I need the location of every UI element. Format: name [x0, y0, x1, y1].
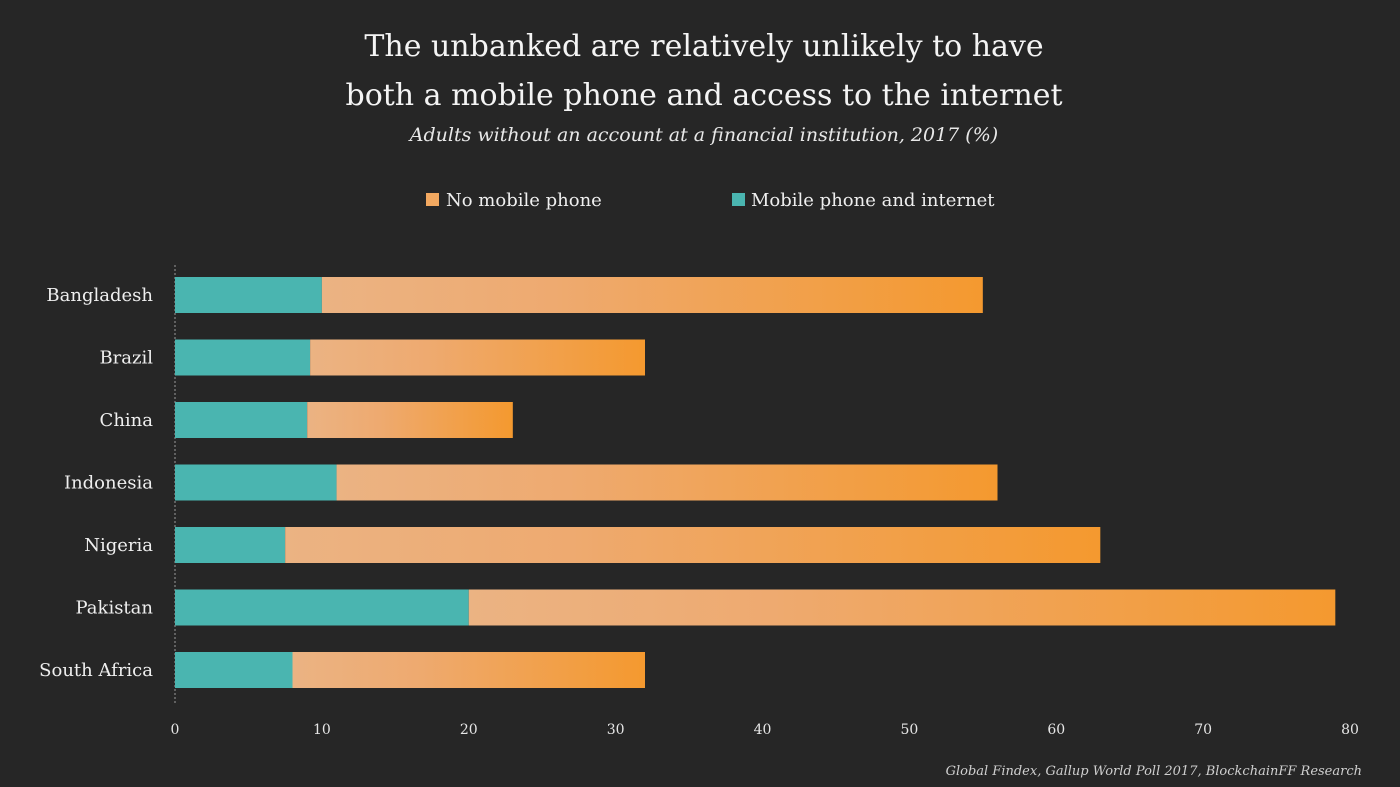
bar-no-mobile-bangladesh — [321, 277, 983, 313]
legend-swatch-no-mobile-phone — [426, 193, 439, 206]
x-tick-label: 30 — [607, 722, 625, 738]
chart-legend: No mobile phone Mobile phone and internet — [426, 190, 995, 211]
chart-title-line-1: The unbanked are relatively unlikely to … — [364, 29, 1043, 64]
legend-label: Mobile phone and internet — [751, 190, 995, 211]
category-label: Pakistan — [76, 598, 154, 619]
category-label: Bangladesh — [46, 285, 153, 306]
x-tick-label: 80 — [1341, 722, 1359, 738]
bar-mobile-internet-china — [175, 402, 308, 438]
chart-subtitle: Adults without an account at a financial… — [408, 124, 998, 146]
bar-no-mobile-south-africa — [292, 652, 645, 688]
x-axis-ticks: 0 10 20 30 40 50 60 70 80 — [171, 722, 1359, 738]
category-label: Brazil — [99, 348, 153, 369]
category-label: Indonesia — [64, 473, 153, 494]
legend-swatch-mobile-phone-and-internet — [732, 193, 745, 206]
category-labels: Bangladesh Brazil China Indonesia Nigeria Pak… — [39, 285, 153, 681]
bar-mobile-internet-indonesia — [175, 464, 337, 501]
chart-title-line-2: both a mobile phone and access to the in… — [345, 78, 1062, 113]
legend-label: No mobile phone — [446, 190, 602, 211]
bar-mobile-internet-south-africa — [175, 652, 293, 688]
bar-mobile-internet-brazil — [175, 339, 311, 376]
bar-no-mobile-pakistan — [468, 589, 1336, 626]
x-tick-label: 50 — [900, 722, 918, 738]
category-label: South Africa — [39, 660, 153, 681]
x-tick-label: 10 — [313, 722, 331, 738]
category-label: China — [100, 410, 154, 431]
bar-no-mobile-nigeria — [285, 527, 1101, 563]
bars-group — [175, 277, 1336, 688]
x-tick-label: 70 — [1194, 722, 1212, 738]
x-tick-label: 0 — [171, 722, 180, 738]
x-tick-label: 20 — [460, 722, 478, 738]
bar-no-mobile-brazil — [310, 339, 645, 376]
bar-mobile-internet-nigeria — [175, 527, 286, 563]
x-tick-label: 40 — [754, 722, 772, 738]
x-tick-label: 60 — [1047, 722, 1065, 738]
bar-mobile-internet-pakistan — [175, 589, 469, 626]
source-note: Global Findex, Gallup World Poll 2017, B… — [946, 764, 1362, 779]
bar-no-mobile-indonesia — [336, 464, 998, 501]
bar-mobile-internet-bangladesh — [175, 277, 322, 313]
category-label: Nigeria — [84, 535, 153, 556]
bar-no-mobile-china — [307, 402, 513, 438]
